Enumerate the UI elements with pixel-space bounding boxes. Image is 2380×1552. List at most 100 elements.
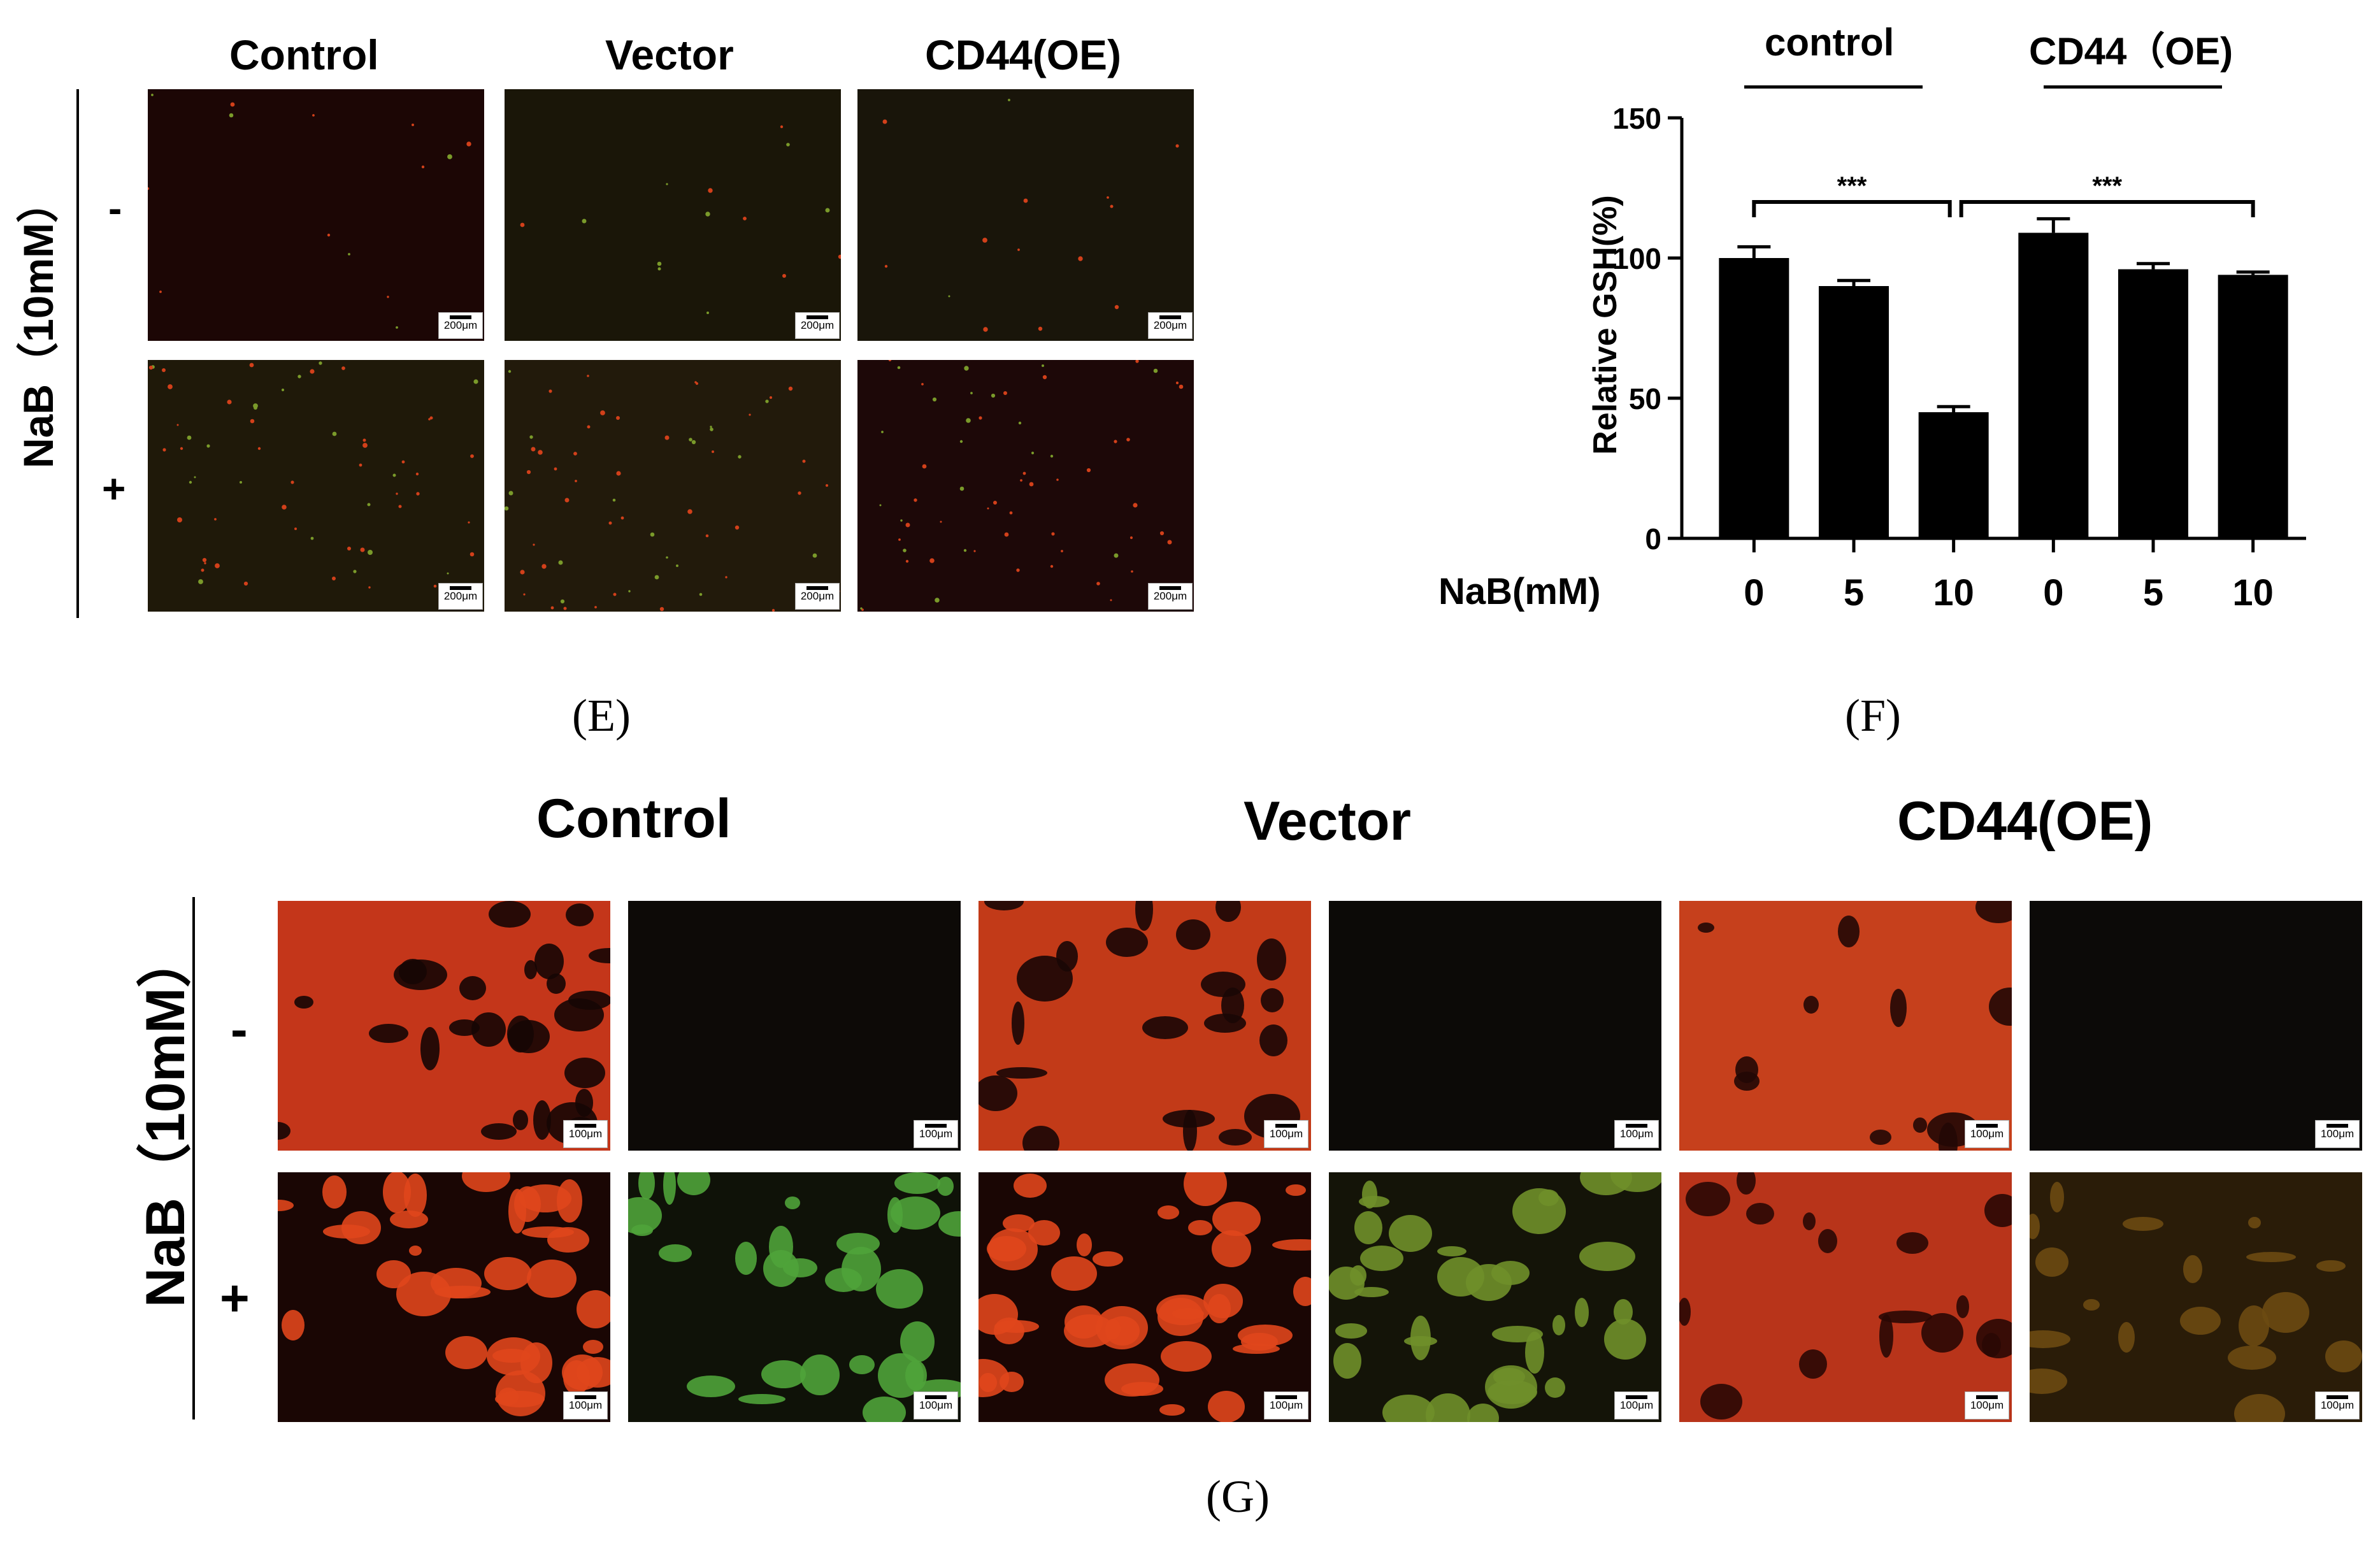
cell-cluster bbox=[1259, 1024, 1287, 1056]
fluorescent-speck bbox=[1110, 599, 1112, 601]
scale-bar: 200μm bbox=[1148, 312, 1193, 339]
scale-bar-label: 100μm bbox=[2320, 1128, 2355, 1140]
cell-cluster bbox=[1437, 1246, 1466, 1256]
fluorescent-speck bbox=[1020, 479, 1022, 482]
fluorescent-speck bbox=[650, 532, 655, 537]
micrograph-texture bbox=[148, 94, 471, 329]
cell-cluster bbox=[409, 1246, 422, 1256]
micrograph-texture bbox=[628, 1172, 961, 1422]
bar bbox=[1819, 286, 1889, 538]
cell-cluster bbox=[399, 959, 427, 984]
fluorescent-speck bbox=[1061, 550, 1063, 552]
micrograph-e-cd44oe-minus bbox=[857, 89, 1194, 341]
cell-cluster bbox=[937, 1177, 954, 1196]
fluorescent-speck bbox=[1050, 454, 1054, 458]
cell-cluster bbox=[825, 1268, 862, 1292]
fluorescent-speck bbox=[359, 463, 362, 467]
panel-g-row-minus: - bbox=[231, 1001, 248, 1058]
fluorescent-speck bbox=[1107, 196, 1109, 199]
cell-cluster bbox=[1579, 1242, 1635, 1271]
scale-bar-label: 200μm bbox=[800, 319, 835, 331]
fluorescent-speck bbox=[415, 472, 419, 476]
micrograph-texture bbox=[278, 1172, 610, 1416]
scale-bar-label: 200μm bbox=[1153, 319, 1187, 331]
cell-cluster bbox=[1028, 1220, 1060, 1246]
micrograph-g-control-green-minus: 100μm bbox=[628, 901, 961, 1151]
micrograph-texture bbox=[520, 125, 841, 314]
fluorescent-speck bbox=[608, 521, 612, 525]
cell-cluster bbox=[1735, 1056, 1758, 1083]
fluorescent-speck bbox=[587, 425, 591, 429]
fluorescent-speck bbox=[550, 606, 554, 610]
fluorescent-speck bbox=[368, 586, 371, 589]
cell-cluster bbox=[785, 1196, 800, 1209]
fluorescent-speck bbox=[657, 261, 662, 266]
fluorescent-speck bbox=[898, 538, 901, 541]
fluorescent-speck bbox=[206, 444, 210, 448]
cell-cluster bbox=[1105, 1319, 1121, 1339]
cell-cluster bbox=[1159, 1404, 1185, 1416]
cell-cluster bbox=[1219, 1129, 1252, 1146]
x-axis-label: NaB(mM) bbox=[1438, 571, 1601, 612]
cell-cluster bbox=[738, 1394, 785, 1404]
scale-bar: 100μm bbox=[1965, 1120, 2009, 1148]
cell-cluster bbox=[1212, 1202, 1261, 1236]
scale-bar-label: 100μm bbox=[2320, 1399, 2355, 1411]
fluorescent-speck bbox=[659, 607, 664, 612]
fluorescent-speck bbox=[529, 435, 533, 439]
cell-cluster bbox=[492, 1349, 531, 1363]
fluorescent-speck bbox=[782, 274, 786, 278]
scale-bar-label: 100μm bbox=[568, 1399, 603, 1411]
cell-cluster bbox=[1014, 1174, 1047, 1198]
fluorescent-speck bbox=[1016, 568, 1020, 572]
fluorescent-speck bbox=[935, 598, 940, 603]
scale-bar-label: 100μm bbox=[568, 1128, 603, 1140]
fluorescent-speck bbox=[587, 375, 589, 377]
cell-cluster bbox=[1335, 1323, 1367, 1339]
fluorescent-speck bbox=[1042, 364, 1044, 367]
micrograph-texture bbox=[2030, 1182, 2362, 1422]
x-tick-label: 5 bbox=[1844, 572, 1864, 614]
fluorescent-speck bbox=[825, 208, 830, 213]
micrograph-g-vector-green-plus: 100μm bbox=[1329, 1172, 1661, 1422]
significance-bracket bbox=[1752, 200, 1952, 217]
cell-cluster bbox=[1700, 1384, 1742, 1419]
fluorescent-speck bbox=[979, 416, 982, 420]
fluorescent-speck bbox=[573, 452, 577, 456]
scale-bar: 100μm bbox=[1614, 1120, 1659, 1148]
fluorescent-speck bbox=[282, 505, 287, 510]
fluorescent-speck bbox=[743, 217, 747, 220]
cell-cluster bbox=[1604, 1319, 1646, 1360]
cell-cluster bbox=[2180, 1307, 2221, 1335]
fluorescent-speck bbox=[1008, 99, 1010, 101]
cell-cluster bbox=[390, 1211, 428, 1228]
cell-cluster bbox=[1679, 1298, 1691, 1326]
cell-cluster bbox=[383, 1172, 411, 1213]
group-label-cd44oe: CD44（OE) bbox=[2029, 30, 2233, 73]
cell-cluster bbox=[278, 1200, 294, 1211]
fluorescent-speck bbox=[189, 480, 192, 484]
fluorescent-speck bbox=[554, 467, 557, 471]
scale-bar: 200μm bbox=[438, 583, 483, 610]
cell-cluster bbox=[1135, 901, 1153, 931]
cell-cluster bbox=[1879, 1314, 1893, 1358]
fluorescent-speck bbox=[348, 253, 350, 255]
cell-cluster bbox=[2123, 1217, 2163, 1231]
cell-cluster bbox=[938, 1211, 961, 1237]
cell-cluster bbox=[1051, 1256, 1097, 1291]
panel-e-caption: (E) bbox=[572, 690, 631, 741]
fluorescent-speck bbox=[201, 568, 204, 572]
fluorescent-speck bbox=[1018, 421, 1022, 425]
fluorescent-speck bbox=[705, 534, 709, 538]
fluorescent-speck bbox=[360, 547, 365, 552]
fluorescent-speck bbox=[612, 498, 616, 502]
fluorescent-speck bbox=[798, 491, 801, 495]
fluorescent-speck bbox=[230, 102, 235, 107]
cell-cluster bbox=[1426, 1393, 1470, 1422]
scale-bar: 100μm bbox=[914, 1391, 958, 1419]
cell-cluster bbox=[891, 1196, 940, 1230]
cell-cluster bbox=[987, 1236, 1026, 1261]
cell-cluster bbox=[527, 1260, 577, 1298]
bar bbox=[2218, 275, 2288, 538]
scale-bar-label: 100μm bbox=[1619, 1128, 1654, 1140]
